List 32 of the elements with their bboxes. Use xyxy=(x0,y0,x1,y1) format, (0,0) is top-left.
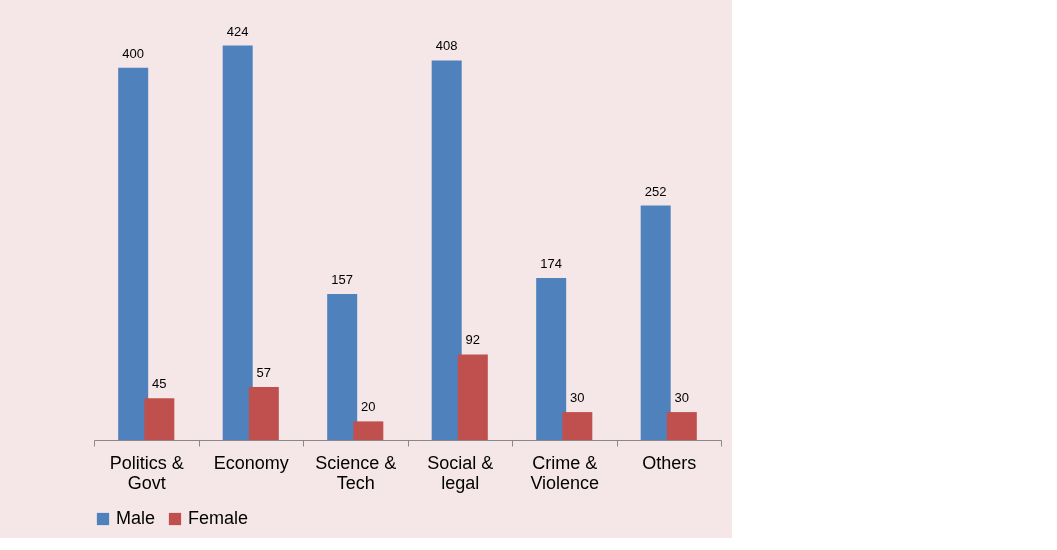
bar xyxy=(222,45,253,440)
bar xyxy=(640,205,671,440)
data-label: 252 xyxy=(644,183,667,199)
x-tick-label: Economy xyxy=(213,452,289,473)
bar xyxy=(248,386,279,440)
data-label: 92 xyxy=(465,332,481,348)
bar xyxy=(666,412,697,440)
x-tick-label: Science & Tech xyxy=(315,452,397,493)
bar xyxy=(457,354,488,440)
data-label: 424 xyxy=(226,23,249,39)
bar xyxy=(353,421,384,440)
bar xyxy=(144,398,175,440)
data-label: 157 xyxy=(331,271,354,287)
bar xyxy=(118,67,149,440)
x-tick-label: Social & legal xyxy=(427,452,494,493)
legend-label: Male xyxy=(116,508,156,528)
data-label: 30 xyxy=(674,390,690,406)
data-label: 57 xyxy=(256,364,272,380)
data-label: 45 xyxy=(152,376,167,392)
x-tick-label: Crime & Violence xyxy=(530,452,600,493)
data-label: 408 xyxy=(435,38,458,54)
bar xyxy=(431,60,462,440)
bar xyxy=(562,412,593,440)
data-label: 20 xyxy=(361,399,376,415)
legend-label: Female xyxy=(188,508,249,528)
data-label: 174 xyxy=(540,256,563,272)
bar xyxy=(536,278,567,440)
x-tick-label: Others xyxy=(642,452,697,473)
data-label: 400 xyxy=(122,45,145,61)
data-label: 30 xyxy=(570,390,585,406)
x-tick-label: Politics & Govt xyxy=(109,452,184,493)
bar xyxy=(327,293,358,440)
